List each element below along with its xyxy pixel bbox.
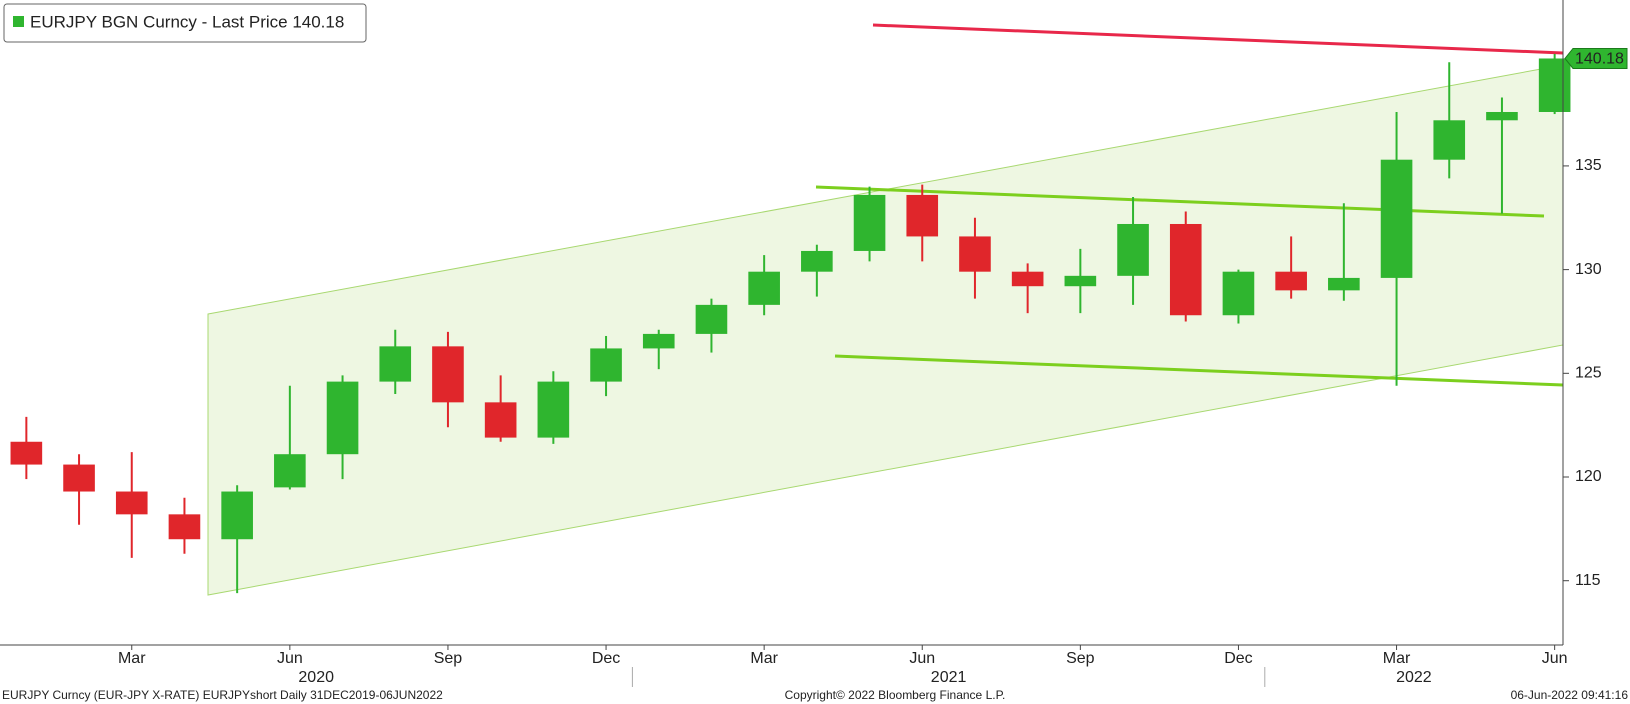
trend-channel: [207, 64, 1564, 596]
candle-body: [1328, 277, 1360, 291]
y-tick-label: 125: [1575, 365, 1602, 382]
candle-body: [379, 346, 412, 382]
candle-body: [906, 194, 939, 237]
candle-body: [1011, 271, 1044, 287]
candle-body: [1064, 275, 1097, 287]
y-tick-label: 120: [1575, 468, 1602, 485]
candle-body: [1222, 271, 1255, 316]
candle-body: [432, 346, 464, 403]
candle-body: [959, 236, 991, 272]
candle-body: [274, 454, 306, 488]
legend: EURJPY BGN Curncy - Last Price 140.18: [3, 3, 367, 43]
x-tick-label: Mar: [750, 650, 778, 667]
trend-line-lower: [834, 354, 1564, 387]
x-tick-label: Jun: [1542, 650, 1568, 667]
trend-line-upper: [815, 185, 1545, 218]
x-tick-label: Jun: [909, 650, 935, 667]
x-tick-label: Dec: [1224, 650, 1252, 667]
x-tick-label: Mar: [118, 650, 146, 667]
footer-center: Copyright© 2022 Bloomberg Finance L.P.: [785, 688, 1006, 702]
candle-body: [590, 348, 622, 382]
footer-right: 06-Jun-2022 09:41:16: [1511, 688, 1629, 702]
x-tick-label: Jun: [277, 650, 303, 667]
candle-body: [1275, 271, 1307, 291]
year-label: 2022: [1396, 669, 1432, 686]
x-tick-label: Dec: [592, 650, 620, 667]
candle-body: [801, 250, 833, 272]
candle-body: [1538, 58, 1571, 112]
last-price-label: 140.18: [1575, 51, 1624, 68]
legend-label: EURJPY BGN Curncy - Last Price 140.18: [30, 12, 344, 31]
last-price-tag: [1564, 47, 1628, 69]
candle-body: [642, 333, 675, 349]
year-label: 2020: [298, 669, 334, 686]
candle-body: [221, 491, 253, 540]
candle-body: [1486, 111, 1518, 121]
y-tick-label: 115: [1575, 572, 1601, 589]
candle-body: [695, 304, 728, 334]
year-label: 2021: [931, 669, 967, 686]
x-tick-label: Sep: [434, 650, 463, 667]
candle-body: [484, 402, 517, 438]
y-tick-label: 130: [1575, 261, 1602, 278]
y-tick-label: 135: [1575, 157, 1602, 174]
x-tick-label: Sep: [1066, 650, 1095, 667]
candle-body: [1169, 223, 1202, 316]
candles: [10, 53, 1571, 594]
candle-body: [1433, 120, 1466, 160]
x-tick-label: Mar: [1383, 650, 1411, 667]
candle-body: [537, 381, 570, 438]
candle-body: [115, 491, 148, 515]
candle-body: [1117, 223, 1149, 276]
candle-body: [63, 464, 95, 492]
candle-body: [168, 514, 201, 540]
candle-body: [10, 441, 43, 465]
resistance-line: [872, 23, 1564, 55]
candle-body: [853, 194, 886, 251]
candle-body: [1380, 159, 1413, 278]
candle-body: [748, 271, 780, 305]
footer-left: EURJPY Curncy (EUR-JPY X-RATE) EURJPYsho…: [2, 688, 443, 702]
legend-swatch: [13, 16, 24, 27]
candle-body: [326, 381, 359, 455]
legend-box: [3, 3, 367, 43]
